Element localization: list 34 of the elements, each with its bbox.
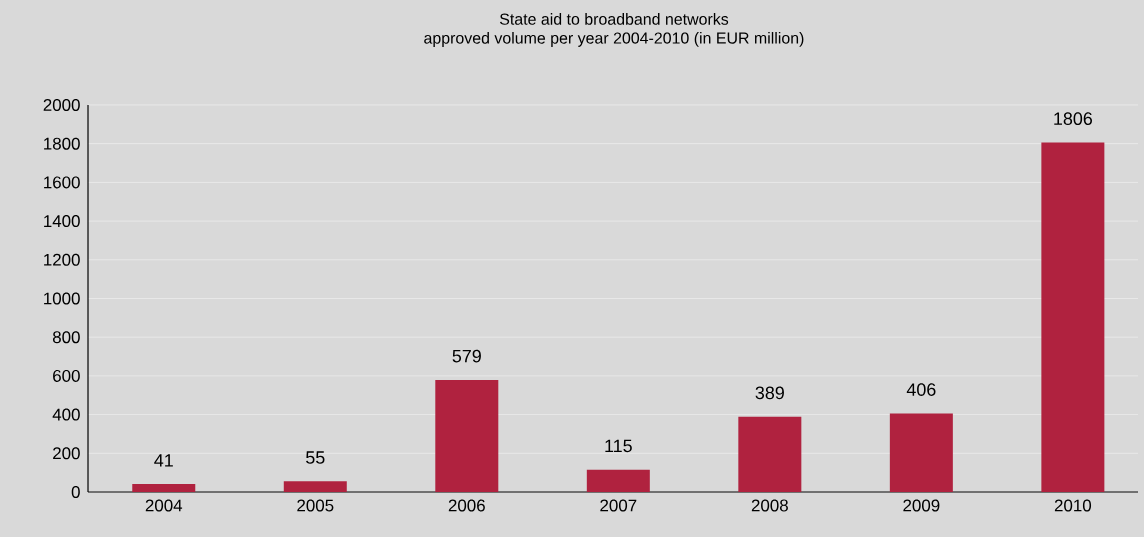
- y-tick-label: 2000: [43, 98, 80, 111]
- y-tick-label: 0: [71, 485, 80, 498]
- x-tick-label: 2006: [448, 499, 485, 512]
- y-tick-label: 400: [52, 408, 80, 421]
- bar: [283, 481, 347, 492]
- bar: [1041, 142, 1105, 492]
- data-label: 406: [906, 383, 936, 396]
- data-label: 55: [306, 451, 325, 464]
- x-tick-label: 2009: [903, 499, 940, 512]
- y-tick-label: 600: [53, 369, 80, 382]
- x-tick-label: 2004: [145, 499, 183, 512]
- x-tick-label: 2010: [1054, 499, 1092, 512]
- y-tick-label: 1600: [44, 176, 80, 189]
- chart-subtitle: approved volume per year 2004-2010 (in EUR million): [424, 32, 804, 47]
- data-label: 1806: [1054, 112, 1093, 125]
- y-tick-label: 800: [52, 331, 80, 344]
- data-label: 389: [755, 386, 784, 400]
- chart-title: State aid to broadband networks: [499, 13, 729, 25]
- y-tick-label: 1000: [44, 292, 80, 305]
- x-tick-label: 2007: [600, 499, 637, 512]
- y-tick-label: 1400: [44, 215, 80, 228]
- bar: [889, 413, 953, 492]
- y-tick-label: 1800: [44, 137, 80, 150]
- bar: [738, 416, 802, 492]
- x-tick-label: 2008: [751, 499, 788, 512]
- data-label: 41: [154, 454, 173, 467]
- x-tick-label: 2005: [297, 499, 334, 512]
- bar: [586, 469, 650, 492]
- data-label: 115: [605, 439, 632, 453]
- bar: [132, 484, 196, 492]
- data-label: 579: [452, 349, 481, 363]
- y-tick-label: 1200: [44, 253, 80, 266]
- bar: [435, 379, 499, 492]
- y-tick-label: 200: [53, 447, 80, 460]
